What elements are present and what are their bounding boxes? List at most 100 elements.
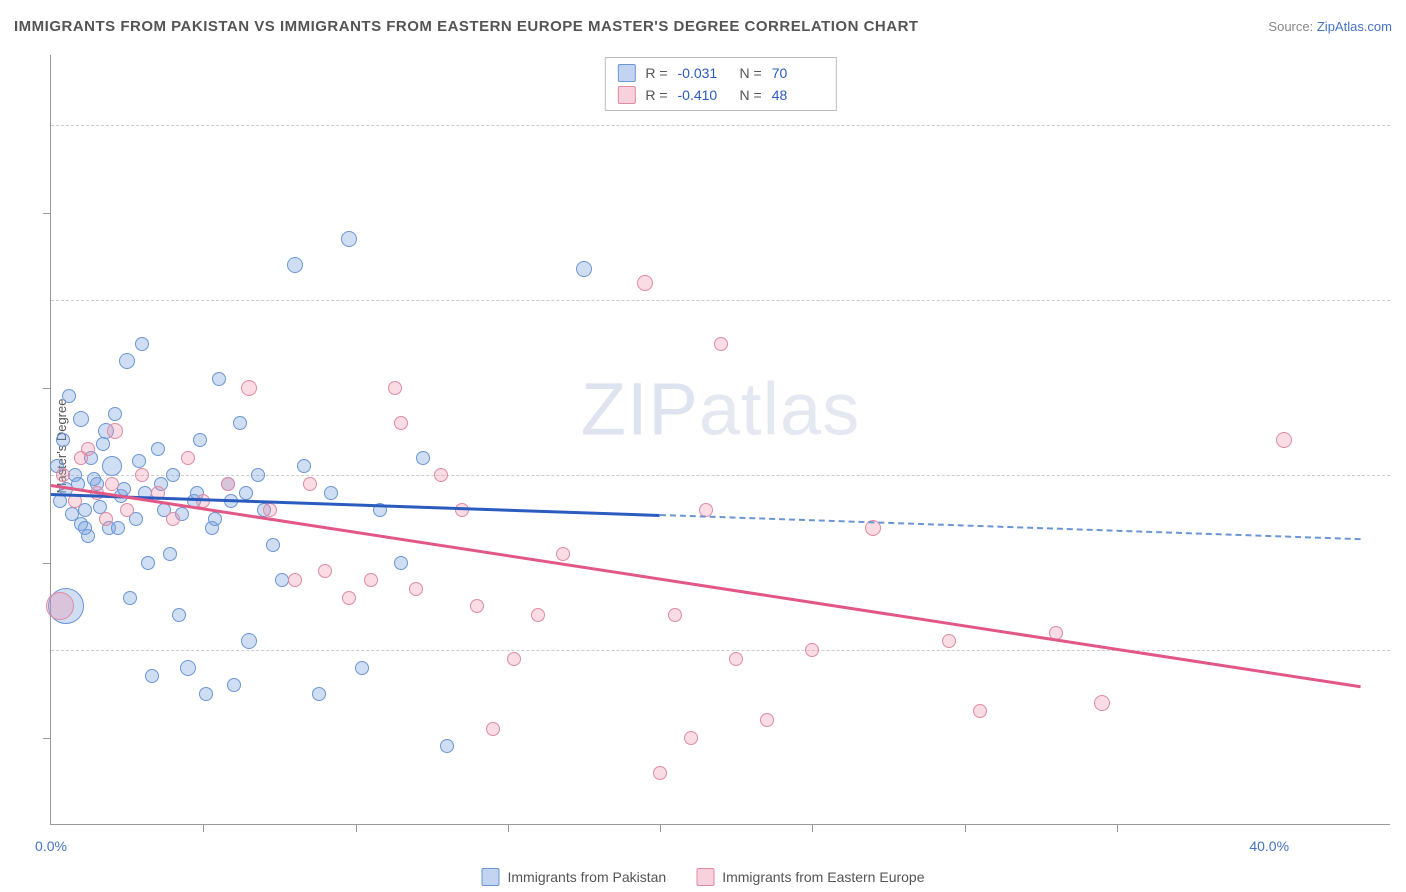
chart-title: IMMIGRANTS FROM PAKISTAN VS IMMIGRANTS F… [14,18,919,35]
scatter-point [151,442,165,456]
scatter-point [99,512,113,526]
scatter-point [181,451,195,465]
scatter-point [805,643,819,657]
scatter-point [355,661,369,675]
x-minor-tick [1117,824,1118,832]
watermark: ZIPatlas [581,366,860,451]
scatter-point [434,468,448,482]
legend-label-pink: Immigrants from Eastern Europe [722,869,924,885]
scatter-point [318,564,332,578]
n-label: N = [740,84,762,106]
scatter-point [107,423,123,439]
scatter-point [531,608,545,622]
scatter-point [1276,432,1292,448]
scatter-point [440,739,454,753]
scatter-point [46,592,74,620]
x-minor-tick [356,824,357,832]
scatter-point [141,556,155,570]
scatter-point [233,416,247,430]
scatter-point [166,468,180,482]
scatter-point [556,547,570,561]
scatter-point [221,477,235,491]
r-value-blue: -0.031 [678,62,730,84]
scatter-point [287,257,303,273]
y-minor-tick [43,213,51,214]
scatter-point [341,231,357,247]
scatter-point [297,459,311,473]
scatter-point [111,521,125,535]
scatter-point [208,512,222,526]
n-value-pink: 48 [772,84,824,106]
scatter-point [684,731,698,745]
scatter-point [108,407,122,421]
y-tick-label: 20.0% [1395,467,1406,483]
scatter-point [241,380,257,396]
scatter-point [324,486,338,500]
scatter-point [507,652,521,666]
scatter-point [163,547,177,561]
scatter-point [119,353,135,369]
scatter-point [78,521,92,535]
scatter-point [364,573,378,587]
trendline-blue [51,493,660,516]
legend-label-blue: Immigrants from Pakistan [507,869,666,885]
scatter-point [637,275,653,291]
watermark-zip: ZIP [581,367,699,450]
scatter-point [180,660,196,676]
x-minor-tick [660,824,661,832]
scatter-point [394,556,408,570]
scatter-point [73,411,89,427]
scatter-point [470,599,484,613]
scatter-point [288,573,302,587]
scatter-point [388,381,402,395]
scatter-point [241,633,257,649]
scatter-point [416,451,430,465]
r-label: R = [645,84,667,106]
scatter-point [668,608,682,622]
scatter-point [132,454,146,468]
r-label: R = [645,62,667,84]
scatter-point [760,713,774,727]
scatter-point [394,416,408,430]
scatter-point [973,704,987,718]
x-minor-tick [812,824,813,832]
trendline-blue-dash [660,514,1361,540]
x-minor-tick [965,824,966,832]
scatter-point [105,477,119,491]
scatter-point [455,503,469,517]
scatter-point [96,437,110,451]
legend-item-blue: Immigrants from Pakistan [481,868,666,886]
y-minor-tick [43,388,51,389]
swatch-blue [617,64,635,82]
scatter-point [193,433,207,447]
scatter-point [56,468,70,482]
scatter-point [251,468,265,482]
scatter-point [303,477,317,491]
scatter-point [87,472,101,486]
chart-source: Source: ZipAtlas.com [1268,19,1392,34]
x-minor-tick [203,824,204,832]
scatter-point [199,687,213,701]
scatter-point [212,372,226,386]
source-link[interactable]: ZipAtlas.com [1317,19,1392,34]
scatter-point [576,261,592,277]
scatter-point [312,687,326,701]
scatter-point [729,652,743,666]
scatter-point [62,389,76,403]
scatter-point [145,669,159,683]
y-tick-label: 40.0% [1395,117,1406,133]
scatter-point [342,591,356,605]
source-label: Source: [1268,19,1313,34]
x-tick-label: 0.0% [35,838,67,854]
scatter-point [135,337,149,351]
swatch-blue [481,868,499,886]
scatter-point [409,582,423,596]
scatter-point [135,468,149,482]
gridline-h [51,650,1390,651]
scatter-point [942,634,956,648]
scatter-point [120,503,134,517]
scatter-point [239,486,253,500]
scatter-point [266,538,280,552]
y-tick-label: 30.0% [1395,292,1406,308]
scatter-point [653,766,667,780]
